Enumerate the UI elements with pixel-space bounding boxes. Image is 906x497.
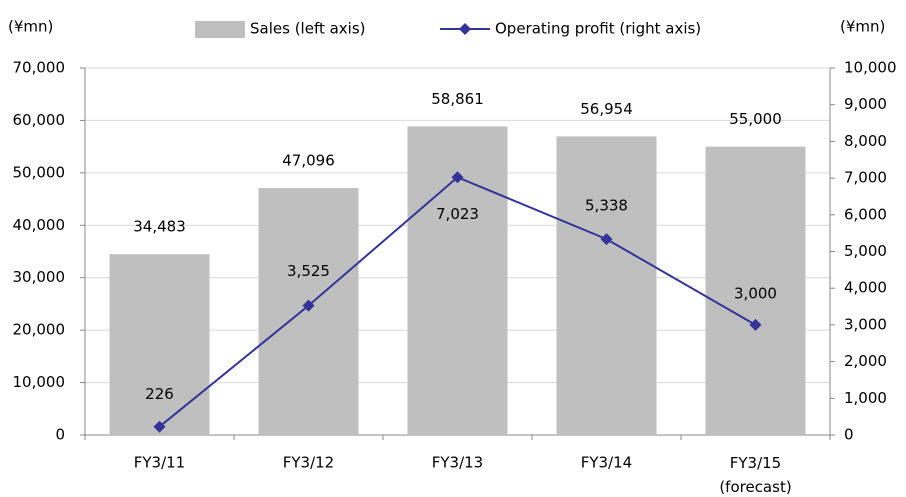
y-tick-label: 0	[55, 426, 65, 444]
legend-label: Sales (left axis)	[250, 20, 366, 38]
line-value-label: 7,023	[436, 205, 479, 223]
bar	[705, 146, 806, 435]
line-value-label: 5,338	[585, 197, 628, 215]
marker	[749, 318, 762, 331]
y-tick-label: 20,000	[13, 321, 66, 339]
y2-tick-label: 9,000	[844, 95, 887, 113]
marker	[451, 171, 464, 184]
y-tick-label: 10,000	[13, 373, 66, 391]
legend-label: Operating profit (right axis)	[495, 20, 701, 38]
y-tick-label: 30,000	[13, 268, 66, 286]
y-tick-label: 70,000	[13, 59, 66, 77]
y2-tick-label: 5,000	[844, 242, 887, 260]
x-tick-label: FY3/14	[581, 454, 632, 472]
y2-tick-label: 4,000	[844, 279, 887, 297]
bar-value-label: 55,000	[729, 110, 782, 128]
y-tick-label: 60,000	[13, 111, 66, 129]
bar-value-label: 58,861	[431, 90, 484, 108]
legend-swatch	[195, 21, 245, 38]
y2-unit: (¥mn)	[840, 18, 885, 36]
legend-marker	[459, 23, 471, 35]
bar	[109, 254, 210, 435]
marker	[153, 420, 166, 433]
y2-tick-label: 10,000	[844, 59, 897, 77]
x-tick-label: FY3/11	[134, 454, 185, 472]
x-tick-label: FY3/15 (forecast)	[719, 454, 791, 496]
y2-tick-label: 8,000	[844, 132, 887, 150]
y2-tick-label: 1,000	[844, 389, 887, 407]
y2-tick-label: 6,000	[844, 205, 887, 223]
y-tick-label: 40,000	[13, 216, 66, 234]
y2-tick-label: 0	[844, 426, 854, 444]
bar-value-label: 34,483	[133, 218, 186, 236]
bar-value-label: 47,096	[282, 152, 335, 170]
marker	[302, 299, 315, 312]
y-tick-label: 50,000	[13, 163, 66, 181]
y2-tick-label: 7,000	[844, 169, 887, 187]
line-value-label: 226	[145, 385, 174, 403]
x-tick-label: FY3/12	[283, 454, 334, 472]
x-tick-label: FY3/13	[432, 454, 483, 472]
y2-tick-label: 2,000	[844, 352, 887, 370]
bar	[556, 136, 657, 435]
y2-tick-label: 3,000	[844, 315, 887, 333]
line-value-label: 3,000	[734, 284, 777, 302]
y-unit: (¥mn)	[8, 18, 53, 36]
marker	[600, 233, 613, 246]
line-value-label: 3,525	[287, 262, 330, 280]
bar-value-label: 56,954	[580, 100, 633, 118]
